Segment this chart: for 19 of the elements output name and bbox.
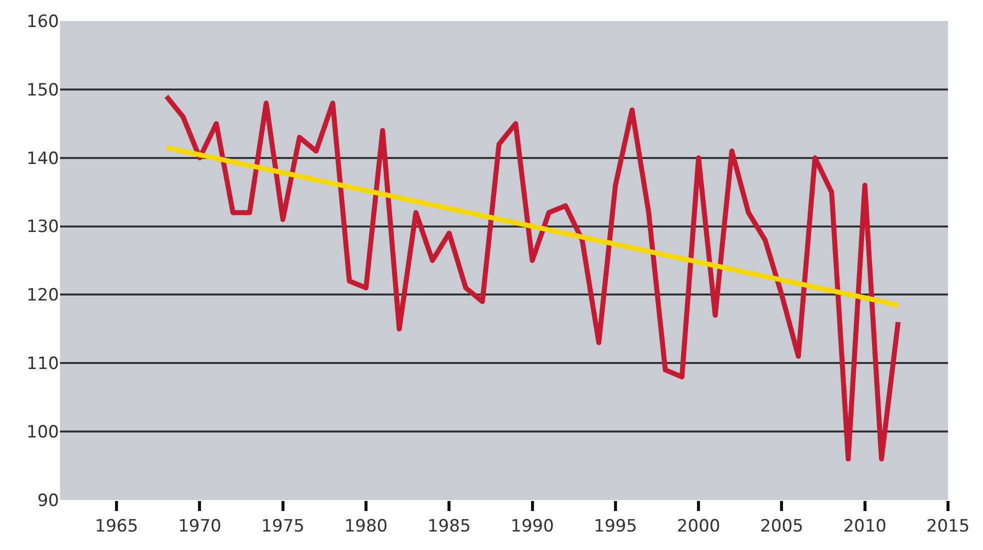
x-tick-label: 2015 <box>926 516 970 536</box>
y-tick-label: 150 <box>26 80 59 100</box>
y-tick-label: 90 <box>37 490 59 511</box>
y-tick-label: 160 <box>26 12 59 32</box>
y-tick-label: 120 <box>26 286 59 306</box>
x-tick-label: 2005 <box>760 516 804 536</box>
x-tick-label: 1965 <box>94 516 138 536</box>
x-tick-label: 1990 <box>510 516 554 536</box>
x-tick-label: 1970 <box>178 516 222 536</box>
x-tick-label: 1995 <box>594 516 638 536</box>
x-tick-label: 1980 <box>344 516 388 536</box>
y-tick-label: 110 <box>26 354 59 374</box>
x-tick-label: 2010 <box>843 516 886 536</box>
y-tick-label: 130 <box>26 217 59 238</box>
y-tick-label: 140 <box>26 148 59 169</box>
x-tick-label: 2000 <box>676 516 720 536</box>
x-tick-label: 1975 <box>261 516 304 536</box>
x-tick-label: 1985 <box>427 516 471 536</box>
y-tick-label: 100 <box>26 422 59 443</box>
